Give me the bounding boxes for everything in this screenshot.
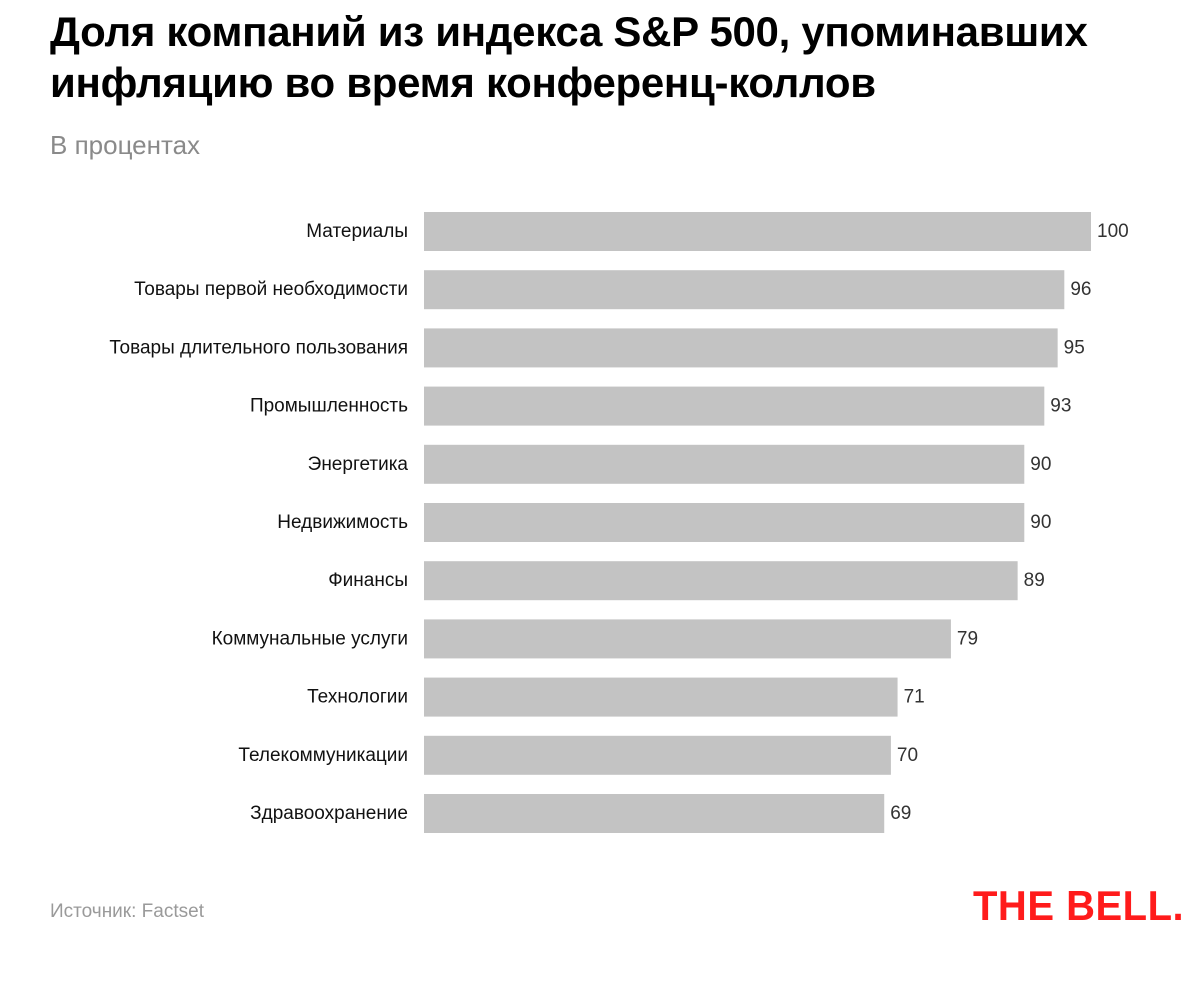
chart-title: Доля компаний из индекса S&P 500, упомин… xyxy=(50,8,1088,106)
category-label: Телекоммуникации xyxy=(238,745,408,766)
bar xyxy=(424,503,1025,542)
bar xyxy=(424,561,1018,601)
bar xyxy=(424,444,1025,484)
category-label: Материалы xyxy=(306,221,408,242)
bar xyxy=(424,619,951,659)
bar xyxy=(424,794,885,833)
category-label: Товары первой необходимости xyxy=(134,279,408,300)
category-label: Промышленность xyxy=(250,396,408,417)
value-label: 90 xyxy=(1030,454,1051,475)
category-label: Энергетика xyxy=(308,454,409,475)
value-label: 96 xyxy=(1070,279,1091,300)
value-label: 71 xyxy=(904,687,925,708)
value-label: 95 xyxy=(1064,337,1085,358)
value-label: 93 xyxy=(1050,396,1071,417)
value-label: 100 xyxy=(1097,221,1129,242)
bar xyxy=(424,386,1045,426)
category-label: Коммунальные услуги xyxy=(212,628,408,649)
bar xyxy=(424,270,1065,310)
bar xyxy=(424,677,898,717)
bar-chart: Материалы 100 Товары первой необходимости 9… xyxy=(109,212,1129,833)
chart-subtitle: В процентах xyxy=(50,130,201,160)
value-label: 70 xyxy=(897,745,918,766)
bar xyxy=(424,735,891,775)
category-label: Финансы xyxy=(328,570,408,591)
bar xyxy=(424,328,1058,368)
bar xyxy=(424,212,1091,251)
category-label: Товары длительного пользования xyxy=(109,337,408,358)
value-label: 90 xyxy=(1030,512,1051,533)
value-label: 79 xyxy=(957,628,978,649)
category-label: Здравоохранение xyxy=(250,803,408,824)
category-label: Недвижимость xyxy=(277,512,408,533)
category-label: Технологии xyxy=(307,687,408,708)
value-label: 89 xyxy=(1024,570,1045,591)
value-label: 69 xyxy=(890,803,911,824)
the-bell-logo: THE BELL. xyxy=(973,883,1185,930)
source-note: Источник: Factset xyxy=(50,901,204,922)
